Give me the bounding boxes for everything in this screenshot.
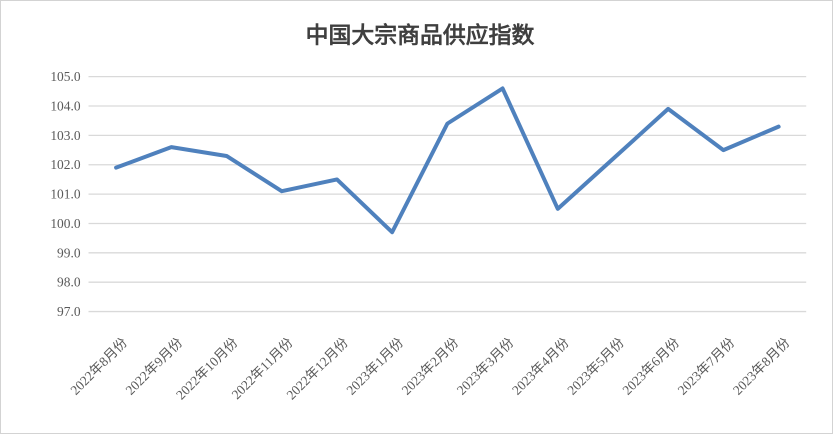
y-axis-tick-label: 101.0 <box>50 187 80 202</box>
y-axis-labels-layer: 105.0 104.0 103.0 102.0 101.0 100.0 99.0 98.0 97… <box>50 69 80 319</box>
x-axis-labels-layer: 2022年8月份2022年9月份2022年10月份2022年11月份2022年1… <box>67 335 793 403</box>
y-axis-tick-label: 104.0 <box>50 98 80 113</box>
x-axis-tick-label: 2023年5月份 <box>564 335 627 398</box>
x-axis-tick-label: 2022年8月份 <box>67 335 130 398</box>
y-axis-tick-label: 99.0 <box>57 245 81 260</box>
y-axis-tick-label: 97.0 <box>57 304 81 319</box>
x-axis-tick-label: 2023年6月份 <box>619 335 682 398</box>
y-axis-tick-label: 105.0 <box>50 69 80 84</box>
x-axis-tick-label: 2023年2月份 <box>399 335 462 398</box>
x-axis-tick-label: 2023年8月份 <box>730 335 793 398</box>
gridlines-layer <box>88 76 807 313</box>
x-axis-tick-label: 2023年7月份 <box>675 335 738 398</box>
x-axis-tick-label: 2023年4月份 <box>509 335 572 398</box>
series-layer <box>114 86 781 235</box>
y-axis-tick-label: 102.0 <box>50 157 80 172</box>
y-axis-tick-label: 98.0 <box>57 275 81 290</box>
supply-index-series-line <box>114 86 781 235</box>
y-axis-tick-label: 103.0 <box>50 128 80 143</box>
chart-title: 中国大宗商品供应指数 <box>306 22 535 48</box>
x-axis-tick-label: 2023年1月份 <box>343 335 406 398</box>
x-axis-tick-label: 2023年3月份 <box>454 335 517 398</box>
y-axis-tick-label: 100.0 <box>50 216 80 231</box>
